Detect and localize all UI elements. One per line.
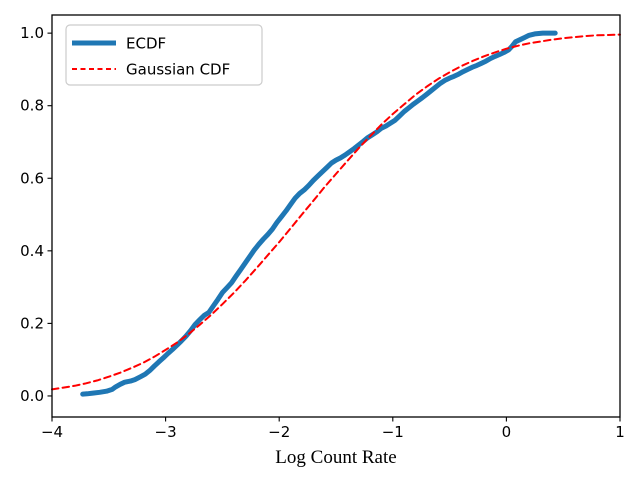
x-tick-label: −2 bbox=[268, 423, 290, 441]
x-tick-label: 1 bbox=[615, 423, 625, 441]
x-tick-label: 0 bbox=[502, 423, 512, 441]
y-tick-label: 1.0 bbox=[20, 24, 44, 42]
x-axis-label: Log Count Rate bbox=[275, 447, 396, 468]
y-tick-label: 0.2 bbox=[20, 314, 44, 332]
axes-spines bbox=[51, 14, 621, 418]
x-tick-label: −4 bbox=[41, 423, 63, 441]
legend-ecdf-label: ECDF bbox=[126, 35, 166, 53]
y-tick-label: 0.0 bbox=[20, 387, 44, 405]
y-tick-label: 0.8 bbox=[20, 97, 44, 115]
ecdf-curve bbox=[80, 30, 558, 397]
y-tick-label: 0.6 bbox=[20, 169, 44, 187]
x-tick-label: −1 bbox=[382, 423, 404, 441]
y-tick-label: 0.4 bbox=[20, 242, 44, 260]
gaussian-cdf-curve bbox=[51, 33, 621, 391]
legend: ECDF Gaussian CDF bbox=[65, 24, 263, 86]
series-layer bbox=[51, 30, 621, 397]
tick-layer: −4 −3 −2 −1 0 1 0.0 0.2 0.4 0.6 0.8 1.0 bbox=[20, 24, 625, 441]
legend-gaussian-label: Gaussian CDF bbox=[126, 61, 230, 79]
x-tick-label: −3 bbox=[155, 423, 177, 441]
